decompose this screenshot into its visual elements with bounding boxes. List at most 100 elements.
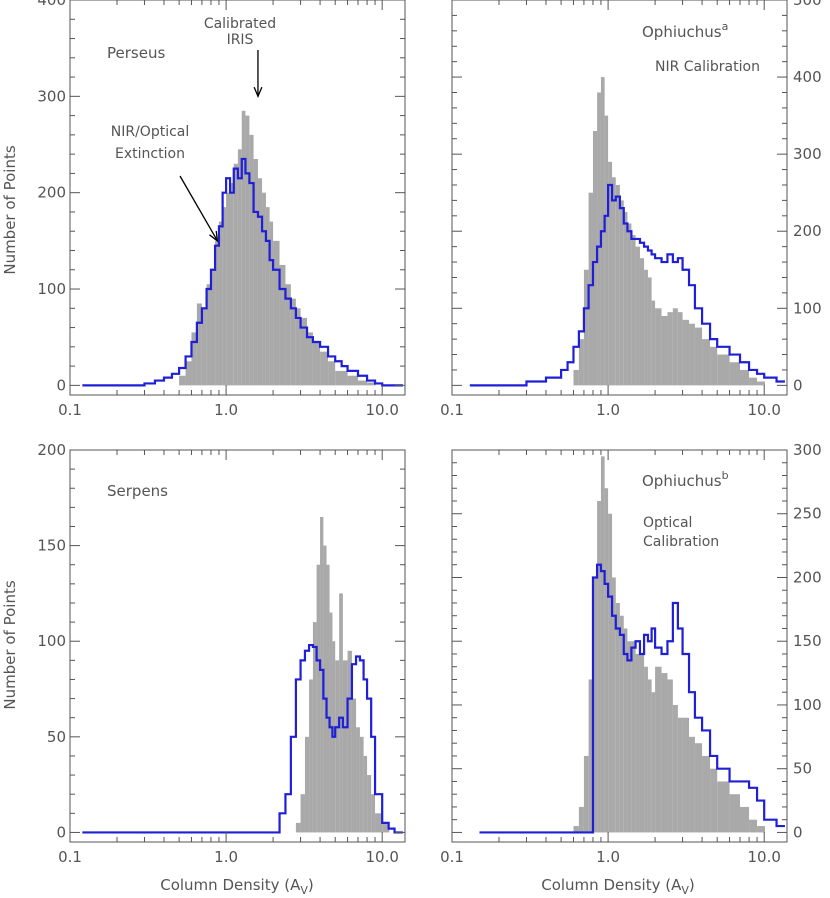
step-series-line	[469, 183, 785, 387]
histogram-bar	[245, 115, 250, 386]
y-tick-label: 0	[793, 376, 803, 394]
y-tick-label: 0	[56, 376, 66, 394]
histogram-bar	[631, 235, 636, 386]
x-tick-label: 10.0	[747, 848, 780, 866]
histogram-bar	[729, 362, 741, 386]
histogram-bar	[661, 673, 668, 833]
histogram-bar	[740, 806, 750, 833]
panel-title-text: Ophiuchus	[642, 472, 722, 490]
annotation-iris: IRIS	[227, 32, 254, 48]
histogram-bar	[210, 269, 216, 386]
histogram-bar	[363, 755, 368, 833]
histogram-bar	[644, 666, 648, 833]
histogram-bar	[295, 822, 301, 833]
histogram-bar	[635, 246, 640, 386]
histogram-bar	[269, 221, 274, 386]
histogram-bar	[588, 679, 593, 833]
panel-perseus: 0.1 1.0 10.0 0 100 200 300 400	[37, 0, 406, 419]
histogram-bar	[335, 660, 340, 833]
y-tick-label: 50	[793, 760, 812, 778]
histogram-bar	[639, 258, 645, 386]
histogram-bar	[592, 131, 598, 386]
histogram-bar	[597, 92, 601, 386]
histogram-bar	[249, 134, 254, 386]
annotation-nir-optical: NIR/Optical	[111, 124, 190, 140]
step-series-line	[82, 643, 403, 834]
x-axis-label-close: )	[308, 876, 314, 894]
histogram-bar	[592, 577, 598, 833]
histogram-bar	[749, 377, 758, 386]
y-tick-label: 400	[793, 68, 822, 86]
y-tick-label: 50	[47, 728, 66, 746]
histogram-bar	[196, 303, 202, 386]
x-tick-label: 0.1	[440, 848, 464, 866]
histogram-bar	[312, 622, 317, 833]
y-tick-label: 250	[793, 505, 822, 523]
histogram-bar	[222, 207, 227, 386]
histogram-bar	[597, 500, 601, 833]
histogram-bar	[677, 312, 683, 386]
y-axis-label-bottom: Number of Points	[1, 580, 19, 709]
histogram-bar	[702, 339, 711, 386]
histogram-bar	[185, 361, 192, 386]
annotation-nir-calibration: NIR Calibration	[655, 59, 760, 75]
y-axis-label-top: Number of Points	[1, 145, 19, 274]
histogram-bar	[604, 115, 609, 386]
y-tick-label: 100	[793, 696, 822, 714]
histogram-bar	[749, 819, 758, 833]
x-tick-label: 0.1	[440, 401, 464, 419]
x-tick-label: 1.0	[214, 848, 238, 866]
histogram-bar	[578, 339, 584, 386]
arrow-head	[253, 86, 263, 98]
y-tick-label: 150	[793, 632, 822, 650]
annotation-optical: Optical	[643, 515, 692, 531]
histogram-bar	[644, 269, 648, 386]
histogram-bar	[710, 768, 718, 833]
arrow-head	[209, 230, 219, 243]
step-series-line	[479, 563, 785, 834]
annotation-calibration: Calibration	[643, 534, 719, 550]
x-axis-label-main: Column Density (A	[160, 876, 301, 894]
y-tick-label: 400	[37, 0, 66, 9]
histogram-bar	[651, 692, 656, 833]
histogram-bar	[273, 240, 280, 386]
y-tick-label: 0	[56, 823, 66, 841]
histogram-bar	[201, 308, 207, 386]
histogram-bar	[623, 628, 628, 833]
y-tick-label: 300	[793, 145, 822, 163]
histogram-bar	[661, 316, 668, 386]
histogram-bar	[710, 346, 718, 386]
histogram-bar	[647, 679, 652, 833]
histogram-bar	[627, 641, 632, 833]
histogram-bar	[583, 269, 589, 386]
histogram-bar	[347, 375, 359, 386]
y-tick-label: 150	[37, 537, 66, 555]
histogram-bar	[320, 516, 324, 833]
histogram-bar	[257, 178, 263, 386]
axes-frame	[451, 0, 788, 396]
histogram-bar	[226, 192, 231, 386]
x-axis-label-main: Column Density (A	[541, 876, 682, 894]
annotation-calibrated: Calibrated	[204, 16, 276, 32]
histogram-bar	[307, 332, 313, 386]
histogram-bar	[612, 177, 616, 386]
histogram-bar	[740, 369, 750, 386]
y-tick-label: 200	[793, 222, 822, 240]
x-tick-label: 0.1	[58, 848, 82, 866]
histogram-bar	[191, 332, 197, 386]
histogram-bar	[667, 679, 673, 833]
histogram-bar	[356, 727, 360, 833]
panel-title-text: Ophiuchus	[642, 23, 722, 41]
histogram-bar	[717, 781, 730, 833]
histogram-bar	[655, 308, 662, 386]
y-tick-label: 100	[37, 632, 66, 650]
histogram-bar	[290, 298, 296, 386]
histogram-bar	[342, 660, 348, 833]
histogram-bar	[639, 653, 645, 833]
panel-title-serpens: Serpens	[107, 482, 168, 500]
histogram-bar	[619, 200, 624, 386]
histogram-bar	[729, 794, 741, 833]
panel-ophiuchus-b: 0.1 1.0 10.0 0 50 100 150 200 250 300	[440, 441, 822, 866]
histogram-bar	[285, 284, 291, 386]
